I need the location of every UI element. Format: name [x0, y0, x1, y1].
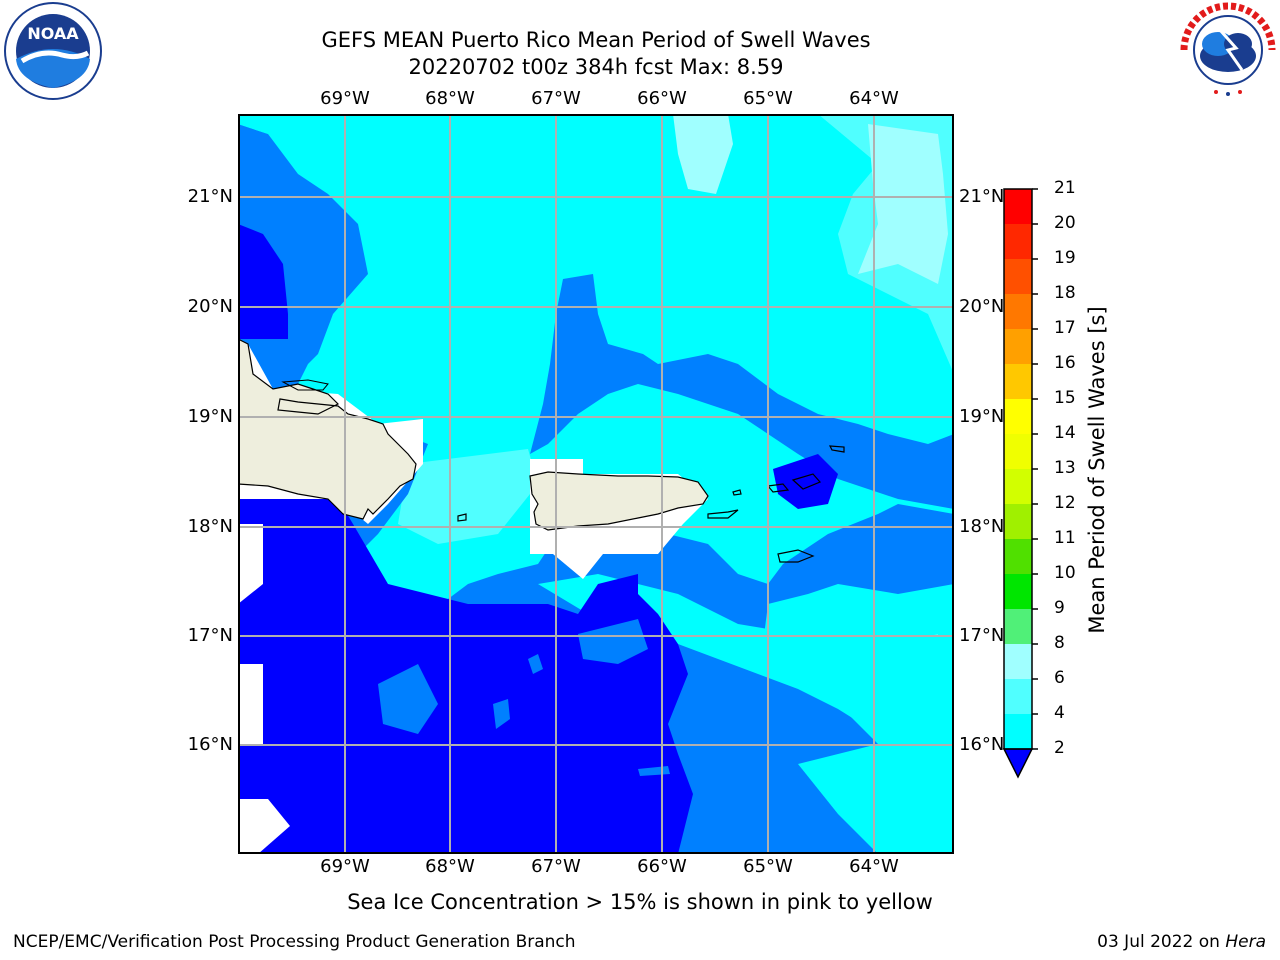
land-culebra	[732, 489, 742, 496]
lon-label-top: 65°W	[743, 88, 793, 109]
colorbar-tick-label: 17	[1054, 318, 1076, 338]
lat-label-right: 16°N	[959, 734, 1005, 755]
land-tortuga	[281, 379, 329, 391]
colorbar-segment	[1004, 644, 1032, 679]
no-data-area	[238, 799, 290, 854]
colorbar	[1002, 188, 1038, 779]
contour-2-4s	[528, 654, 543, 674]
colorbar-tick-label: 19	[1054, 248, 1076, 268]
colorbar-segment	[1004, 294, 1032, 329]
contour-2-4s	[530, 274, 954, 509]
svg-text:NOAA: NOAA	[27, 24, 79, 43]
lon-label-bottom: 65°W	[743, 856, 793, 877]
colorbar-tick-label: 4	[1054, 703, 1065, 723]
lat-label-left: 21°N	[187, 186, 233, 207]
footer-date-text: 03 Jul 2022 on	[1097, 932, 1220, 952]
lat-label-left: 19°N	[187, 406, 233, 427]
colorbar-segment	[1004, 574, 1032, 609]
lon-label-bottom: 67°W	[531, 856, 581, 877]
colorbar-tick-label: 11	[1054, 528, 1076, 548]
colorbar-tick-label: 2	[1054, 738, 1065, 758]
lon-label-top: 64°W	[849, 88, 899, 109]
chart-subtitle-run-info: 20220702 t00z 384h fcst Max: 8.59	[408, 55, 784, 79]
footer-credit: NCEP/EMC/Verification Post Processing Pr…	[13, 932, 576, 952]
contour-8-9s	[858, 124, 948, 284]
land-mona-island	[457, 513, 467, 522]
no-data-area	[238, 664, 263, 744]
colorbar-tick-label: 21	[1054, 178, 1076, 198]
colorbar-segment	[1004, 714, 1032, 749]
land-vieques	[707, 509, 739, 519]
map-panel	[238, 114, 954, 854]
land-anegada	[828, 445, 845, 453]
land-st-thomas	[766, 483, 790, 493]
lat-label-right: 18°N	[959, 516, 1005, 537]
colorbar-segment	[1004, 609, 1032, 644]
lon-label-bottom: 68°W	[425, 856, 475, 877]
lat-label-right: 19°N	[959, 406, 1005, 427]
land-puerto-rico	[529, 471, 709, 531]
colorbar-tick-label: 13	[1054, 458, 1076, 478]
lat-label-left: 18°N	[187, 516, 233, 537]
land-st-croix	[777, 549, 815, 563]
colorbar-tick-label: 14	[1054, 423, 1076, 443]
colorbar-segment	[1004, 434, 1032, 469]
colorbar-segment	[1004, 399, 1032, 434]
lat-label-right: 17°N	[959, 625, 1005, 646]
graticule	[238, 114, 954, 854]
colorbar-tick-label: 16	[1054, 353, 1076, 373]
contour-2-4s	[378, 664, 438, 734]
contour-4-6s	[238, 114, 268, 134]
footer-host: Hera	[1225, 932, 1266, 952]
land-hispaniola	[238, 338, 417, 520]
footer-date: 03 Jul 2022 on Hera	[1097, 932, 1266, 952]
colorbar-label: Mean Period of Swell Waves [s]	[1085, 306, 1109, 634]
national-weather-service-logo	[1180, 2, 1276, 98]
colorbar-segment	[1004, 469, 1032, 504]
contour-8-9s	[673, 114, 733, 194]
lat-label-left: 17°N	[187, 625, 233, 646]
contour-4-6s	[798, 744, 954, 854]
lon-label-top: 66°W	[637, 88, 687, 109]
contour-below-2s	[773, 454, 838, 509]
colorbar-tick-label: 6	[1054, 668, 1065, 688]
lon-label-top: 69°W	[320, 88, 370, 109]
contour-2-4s	[493, 699, 510, 729]
colorbar-segment	[1004, 504, 1032, 539]
colorbar-segment	[1004, 224, 1032, 259]
colorbar-segment	[1004, 539, 1032, 574]
colorbar-tick-label: 10	[1054, 563, 1076, 583]
colorbar-segment	[1004, 189, 1032, 224]
map-border	[238, 114, 954, 854]
lon-label-bottom: 66°W	[637, 856, 687, 877]
land-tortola	[791, 473, 822, 490]
colorbar-segment	[1004, 679, 1032, 714]
lon-label-top: 67°W	[531, 88, 581, 109]
colorbar-segment	[1004, 364, 1032, 399]
chart-title: GEFS MEAN Puerto Rico Mean Period of Swe…	[321, 28, 871, 52]
swell-period-map	[238, 114, 954, 854]
lat-label-left: 20°N	[187, 296, 233, 317]
contour-6-8s	[398, 449, 538, 544]
colorbar-segment	[1004, 329, 1032, 364]
sea-ice-note: Sea Ice Concentration > 15% is shown in …	[347, 890, 933, 914]
colorbar-tick-label: 20	[1054, 213, 1076, 233]
lat-label-right: 20°N	[959, 296, 1005, 317]
colorbar-tick-label: 15	[1054, 388, 1076, 408]
no-data-area	[238, 524, 263, 604]
colorbar-tick-label: 18	[1054, 283, 1076, 303]
colorbar-tick-label: 12	[1054, 493, 1076, 513]
lon-label-bottom: 64°W	[849, 856, 899, 877]
contour-below-2s	[238, 224, 288, 339]
colorbar-tick-label: 8	[1054, 633, 1065, 653]
colorbar-segment	[1004, 259, 1032, 294]
contour-2-4s	[578, 619, 648, 664]
lat-label-left: 16°N	[187, 734, 233, 755]
lon-label-top: 68°W	[425, 88, 475, 109]
colorbar-tick-label: 9	[1054, 598, 1065, 618]
lon-label-bottom: 69°W	[320, 856, 370, 877]
colorbar-extension	[1002, 748, 1034, 779]
noaa-logo: NOAA	[4, 2, 102, 100]
lat-label-right: 21°N	[959, 186, 1005, 207]
